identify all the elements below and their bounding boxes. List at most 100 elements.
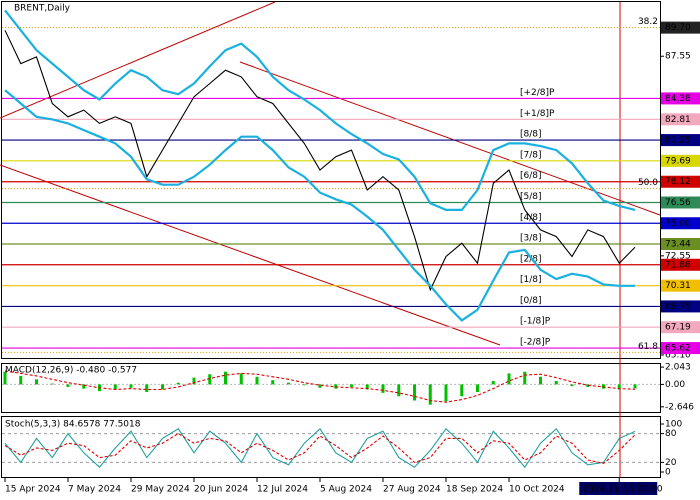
time-box <box>579 482 658 495</box>
histogram-bar <box>507 373 511 385</box>
x-tick-label: 18 Sep 2024 <box>446 485 503 495</box>
y-tick-label: 72.55 <box>665 251 691 261</box>
y-tick-label: 20 <box>665 458 677 468</box>
price-box <box>661 217 700 230</box>
indicator-line <box>4 432 636 464</box>
level-label: [-1/8]P <box>520 317 551 327</box>
price-box <box>661 196 700 209</box>
histogram-bar <box>129 384 133 388</box>
histogram-bar <box>444 384 448 402</box>
histogram-bar <box>239 373 243 385</box>
level-label: [6/8] <box>520 171 542 181</box>
x-tick-label: 10 Oct 2024 <box>509 485 565 495</box>
histogram-bar <box>50 383 54 385</box>
x-tick-label: 29 May 2024 <box>131 485 190 495</box>
x-tick-label: 5 Aug 2024 <box>320 485 372 495</box>
x-tick-label: 27 Aug 2024 <box>383 485 441 495</box>
x-tick-label: 20 Jun 2024 <box>194 485 248 495</box>
histogram-bar <box>523 371 527 385</box>
histogram-bar <box>413 384 416 401</box>
price-label: 84.38 <box>665 94 691 104</box>
price-label: 70.31 <box>665 281 691 291</box>
histogram-bar <box>176 382 180 385</box>
fib-label: 50.0 <box>638 178 658 188</box>
macd-title: MACD(12,26,9) -0.480 -0.577 <box>5 366 137 376</box>
histogram-bar <box>397 384 401 397</box>
plot-layer: 87.55 72.55 65.10 [+2/8]P 84.38 [+1/8]P 82.81 [… <box>2 9 700 495</box>
price-label: 82.81 <box>665 115 691 125</box>
y-tick-label: 2.043 <box>665 363 691 373</box>
histogram-bar <box>255 376 259 385</box>
level-label: [+1/8]P <box>520 109 555 119</box>
histogram-bar <box>302 384 306 386</box>
price-label: 76.56 <box>665 198 691 208</box>
bollinger-band <box>4 9 636 211</box>
y-tick-label: 100 <box>665 420 682 430</box>
price-box <box>661 279 700 292</box>
histogram-bar <box>460 384 464 397</box>
level-label: [5/8] <box>520 192 542 202</box>
histogram-bar <box>539 376 542 385</box>
price-box <box>661 300 700 313</box>
histogram-bar <box>66 384 70 387</box>
histogram-bar <box>617 384 621 390</box>
histogram-bar <box>82 384 86 389</box>
price-box <box>661 238 700 251</box>
histogram-bar <box>19 375 23 385</box>
histogram-bar <box>3 371 7 385</box>
x-tick-label: 7 May 2024 <box>68 485 121 495</box>
bollinger-band <box>4 89 635 322</box>
histogram-bar <box>145 384 149 393</box>
x-tick-label: 2024.11.15 00:00 <box>582 485 663 495</box>
histogram-bar <box>633 384 637 389</box>
histogram-bar <box>271 380 275 385</box>
indicator-line <box>4 370 636 403</box>
histogram-bar <box>570 384 574 387</box>
y-tick-label: 65.10 <box>665 351 691 361</box>
main-panel <box>1 1 661 359</box>
price-box <box>661 175 700 188</box>
price-box <box>661 258 700 271</box>
price-box <box>661 134 700 147</box>
price-label: 67.19 <box>665 323 691 333</box>
price-line <box>4 30 636 292</box>
level-label: [1/8] <box>520 275 542 285</box>
histogram-bar <box>287 382 290 385</box>
price-box <box>661 113 700 126</box>
histogram-bar <box>192 377 196 385</box>
fib-label: 61.8 <box>638 342 658 352</box>
fib-label: 38.2 <box>638 17 658 27</box>
price-box <box>661 21 700 34</box>
y-tick-label: 80 <box>665 429 677 439</box>
histogram-bar <box>113 384 117 390</box>
price-box <box>661 92 700 105</box>
level-label: [7/8] <box>520 150 542 160</box>
level-label: [0/8] <box>520 296 542 306</box>
chart-title: BRENT,Daily <box>14 4 71 14</box>
price-box <box>661 321 700 334</box>
level-label: [2/8] <box>520 254 542 264</box>
histogram-bar <box>350 384 353 387</box>
y-tick-label: -2.646 <box>665 402 694 412</box>
stoch-panel <box>1 416 661 478</box>
histogram-bar <box>318 384 322 388</box>
indicator-line <box>4 427 636 469</box>
price-label: 79.69 <box>665 156 691 166</box>
x-tick-label: 12 Jul 2024 <box>257 485 308 495</box>
histogram-bar <box>365 384 369 390</box>
level-label: [-2/8]P <box>520 338 551 348</box>
price-label: 71.88 <box>665 260 691 270</box>
level-label: [+2/8]P <box>520 88 555 98</box>
price-label: 68.75 <box>665 302 691 312</box>
histogram-bar <box>208 374 212 385</box>
histogram-bar <box>491 381 495 385</box>
level-label: [8/8] <box>520 130 542 140</box>
price-label: 81.25 <box>665 136 691 146</box>
histogram-bar <box>381 384 385 393</box>
histogram-bar <box>428 384 432 405</box>
channel-line <box>239 61 661 216</box>
y-tick-label: 87.55 <box>665 52 691 62</box>
channel-line <box>0 164 501 346</box>
price-label: 73.44 <box>665 240 691 250</box>
histogram-bar <box>35 379 38 385</box>
